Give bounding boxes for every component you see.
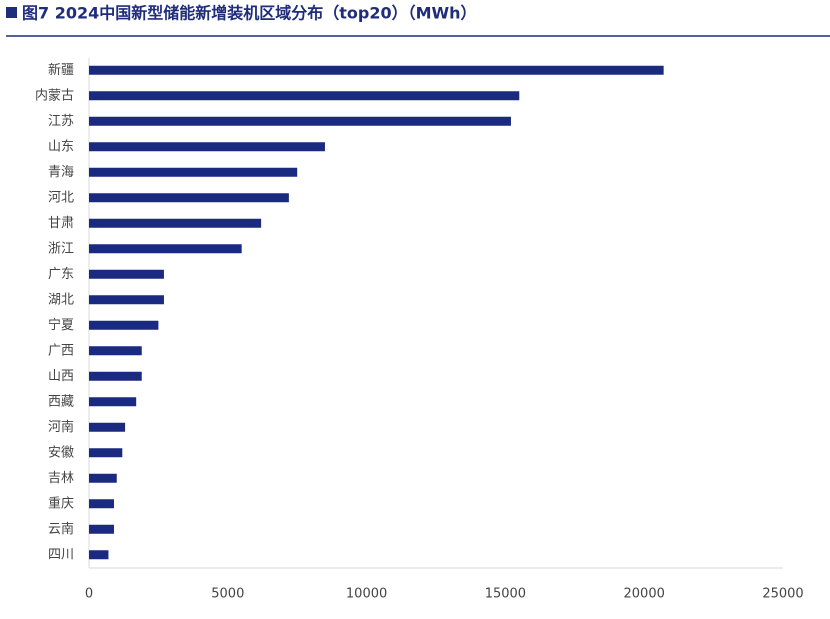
y-tick-label: 安徽 [48,445,74,460]
bar [89,193,289,203]
chart-title: 图7 2024中国新型储能新增装机区域分布（top20）（MWh） [22,4,477,23]
bar [89,167,298,177]
y-tick-label: 河南 [48,419,74,435]
y-tick-label: 新疆 [48,62,74,78]
x-tick-label: 25000 [762,587,803,602]
bar [89,65,664,75]
x-tick-label: 15000 [485,587,526,602]
y-tick-label: 浙江 [48,241,74,256]
y-tick-label: 内蒙古 [35,87,74,103]
x-tick-label: 20000 [624,587,665,602]
bar [89,116,511,126]
x-tick-label: 10000 [346,587,387,602]
bar [89,397,137,407]
y-tick-label: 甘肃 [48,216,74,231]
title-marker [6,7,17,18]
y-tick-label: 山东 [48,139,74,154]
y-tick-label: 云南 [48,521,74,537]
y-tick-label: 湖北 [48,292,74,307]
y-tick-label: 山西 [48,369,74,384]
bar [89,269,164,279]
x-tick-label: 5000 [211,587,244,602]
y-tick-label: 宁夏 [48,317,74,333]
bar [89,320,159,330]
y-tick-label: 吉林 [48,471,74,486]
y-tick-label: 西藏 [48,394,74,409]
bar [89,473,117,483]
bar [89,371,142,381]
y-tick-label: 重庆 [48,495,74,511]
bar [89,91,520,101]
y-tick-label: 青海 [48,165,74,180]
y-tick-label: 河北 [48,190,74,205]
y-tick-label: 广西 [48,343,74,358]
bar [89,448,123,458]
bar [89,346,142,356]
bar [89,295,164,305]
bar [89,499,114,509]
y-tick-label: 江苏 [48,113,74,129]
bar [89,244,242,254]
bar [89,142,325,152]
bar [89,218,262,228]
x-tick-label: 0 [85,587,93,602]
y-tick-label: 四川 [48,547,74,562]
y-tick-label: 广东 [48,267,74,282]
bar [89,550,109,560]
bar [89,524,114,534]
bar [89,422,126,432]
